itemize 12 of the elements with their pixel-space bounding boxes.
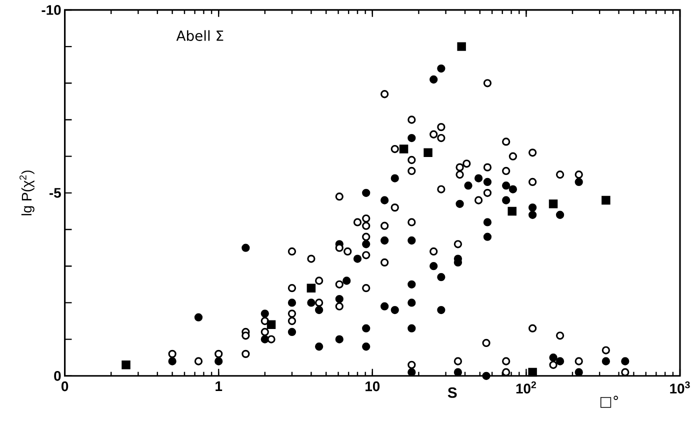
y-tick-label: -5	[49, 188, 61, 198]
annotation: Abell Σ	[176, 30, 224, 42]
y-tick-label: 0	[54, 371, 61, 381]
x-tick-label: 10$^{3}$	[670, 382, 690, 394]
x-tick-label: 1	[216, 382, 222, 392]
y-tick-label: -10	[42, 5, 61, 16]
text: □°	[600, 396, 618, 408]
y-axis-title: lg P(χ$^{2}$)	[20, 170, 34, 216]
x-tick-label: 10$^{2}$	[516, 382, 536, 394]
x-axis-title: S	[448, 387, 457, 398]
x-tick-label: 10	[366, 382, 380, 392]
x-tick-label: 0	[61, 382, 68, 392]
